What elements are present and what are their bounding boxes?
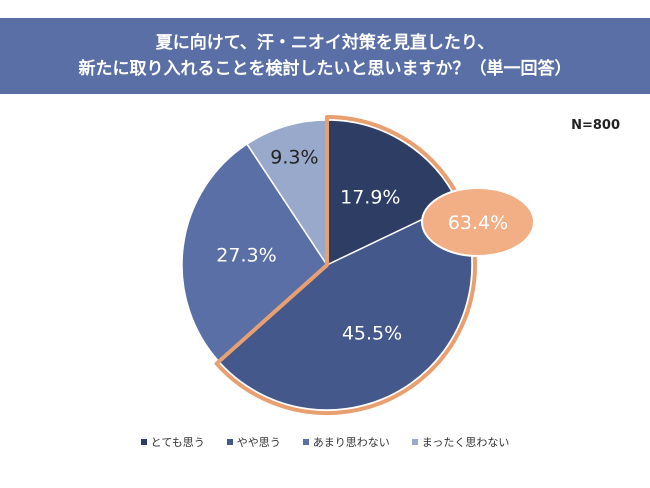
legend-swatch (226, 439, 233, 445)
legend-label: やや思う (236, 436, 281, 449)
data-label-3: 27.3% (216, 245, 276, 267)
data-label-2: 45.5% (342, 323, 402, 345)
legend-item-2: やや思う (226, 434, 281, 450)
chart-title-banner: 夏に向けて、汗・ニオイ対策を見直したり、 新たに取り入れることを検討したいと思い… (0, 18, 650, 94)
legend-item-1: とても思う (140, 434, 205, 450)
legend: とても思う やや思う あまり思わない まったく思わない (0, 434, 650, 450)
title-line-2: 新たに取り入れることを検討したいと思いますか？（単一回答） (78, 59, 572, 79)
data-label-4: 9.3% (270, 147, 318, 169)
callout-bubble (421, 187, 535, 257)
slice-3 (181, 143, 328, 363)
legend-label: あまり思わない (312, 436, 390, 449)
callout-value: 63.4% (448, 212, 508, 234)
title-line-1: 夏に向けて、汗・ニオイ対策を見直したり、 (155, 33, 495, 53)
legend-label: とても思う (150, 436, 205, 449)
legend-swatch (302, 439, 309, 445)
sample-size-label: N=800 (571, 118, 620, 133)
legend-swatch (411, 439, 418, 445)
highlight-outline (214, 115, 477, 415)
legend-item-4: まったく思わない (411, 434, 510, 450)
legend-label: まったく思わない (421, 436, 510, 449)
legend-item-3: あまり思わない (302, 434, 390, 450)
data-label-1: 17.9% (340, 186, 400, 208)
slice-1 (326, 119, 459, 267)
legend-swatch (140, 439, 147, 445)
